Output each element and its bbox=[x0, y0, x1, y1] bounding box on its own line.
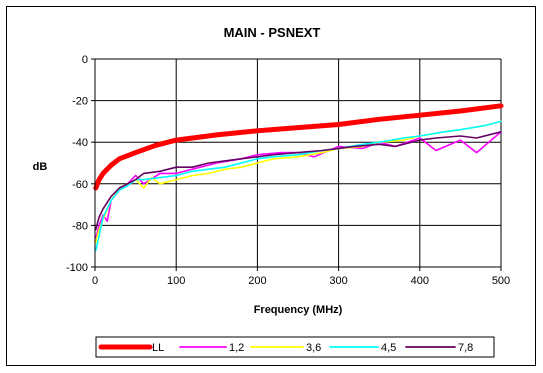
x-tick-label: 300 bbox=[329, 275, 347, 287]
series-line-0 bbox=[93, 103, 504, 191]
legend-label-4: 7,8 bbox=[458, 342, 473, 354]
y-tick-label: 0 bbox=[82, 54, 88, 66]
x-tick-label: 500 bbox=[492, 275, 510, 287]
legend-label-2: 3,6 bbox=[306, 342, 321, 354]
x-tick-label: 0 bbox=[92, 275, 98, 287]
series-line-3 bbox=[95, 120, 502, 252]
y-tick-label: -40 bbox=[72, 137, 88, 149]
series-line-4 bbox=[95, 131, 502, 231]
x-tick-label: 400 bbox=[411, 275, 429, 287]
x-tick-label: 100 bbox=[167, 275, 185, 287]
x-axis-label: Frequency (MHz) bbox=[254, 304, 343, 316]
y-tick-label: -100 bbox=[66, 262, 88, 274]
y-axis-label: dB bbox=[33, 161, 48, 173]
chart-title: MAIN - PSNEXT bbox=[224, 25, 321, 40]
y-tick-label: -20 bbox=[72, 96, 88, 108]
y-tick-label: -80 bbox=[72, 220, 88, 232]
y-tick-label: -60 bbox=[72, 179, 88, 191]
x-tick-label: 200 bbox=[248, 275, 266, 287]
legend-label-3: 4,5 bbox=[381, 342, 396, 354]
plot-area bbox=[95, 59, 501, 267]
legend-label-0: LL bbox=[152, 342, 164, 354]
legend-label-1: 1,2 bbox=[229, 342, 244, 354]
